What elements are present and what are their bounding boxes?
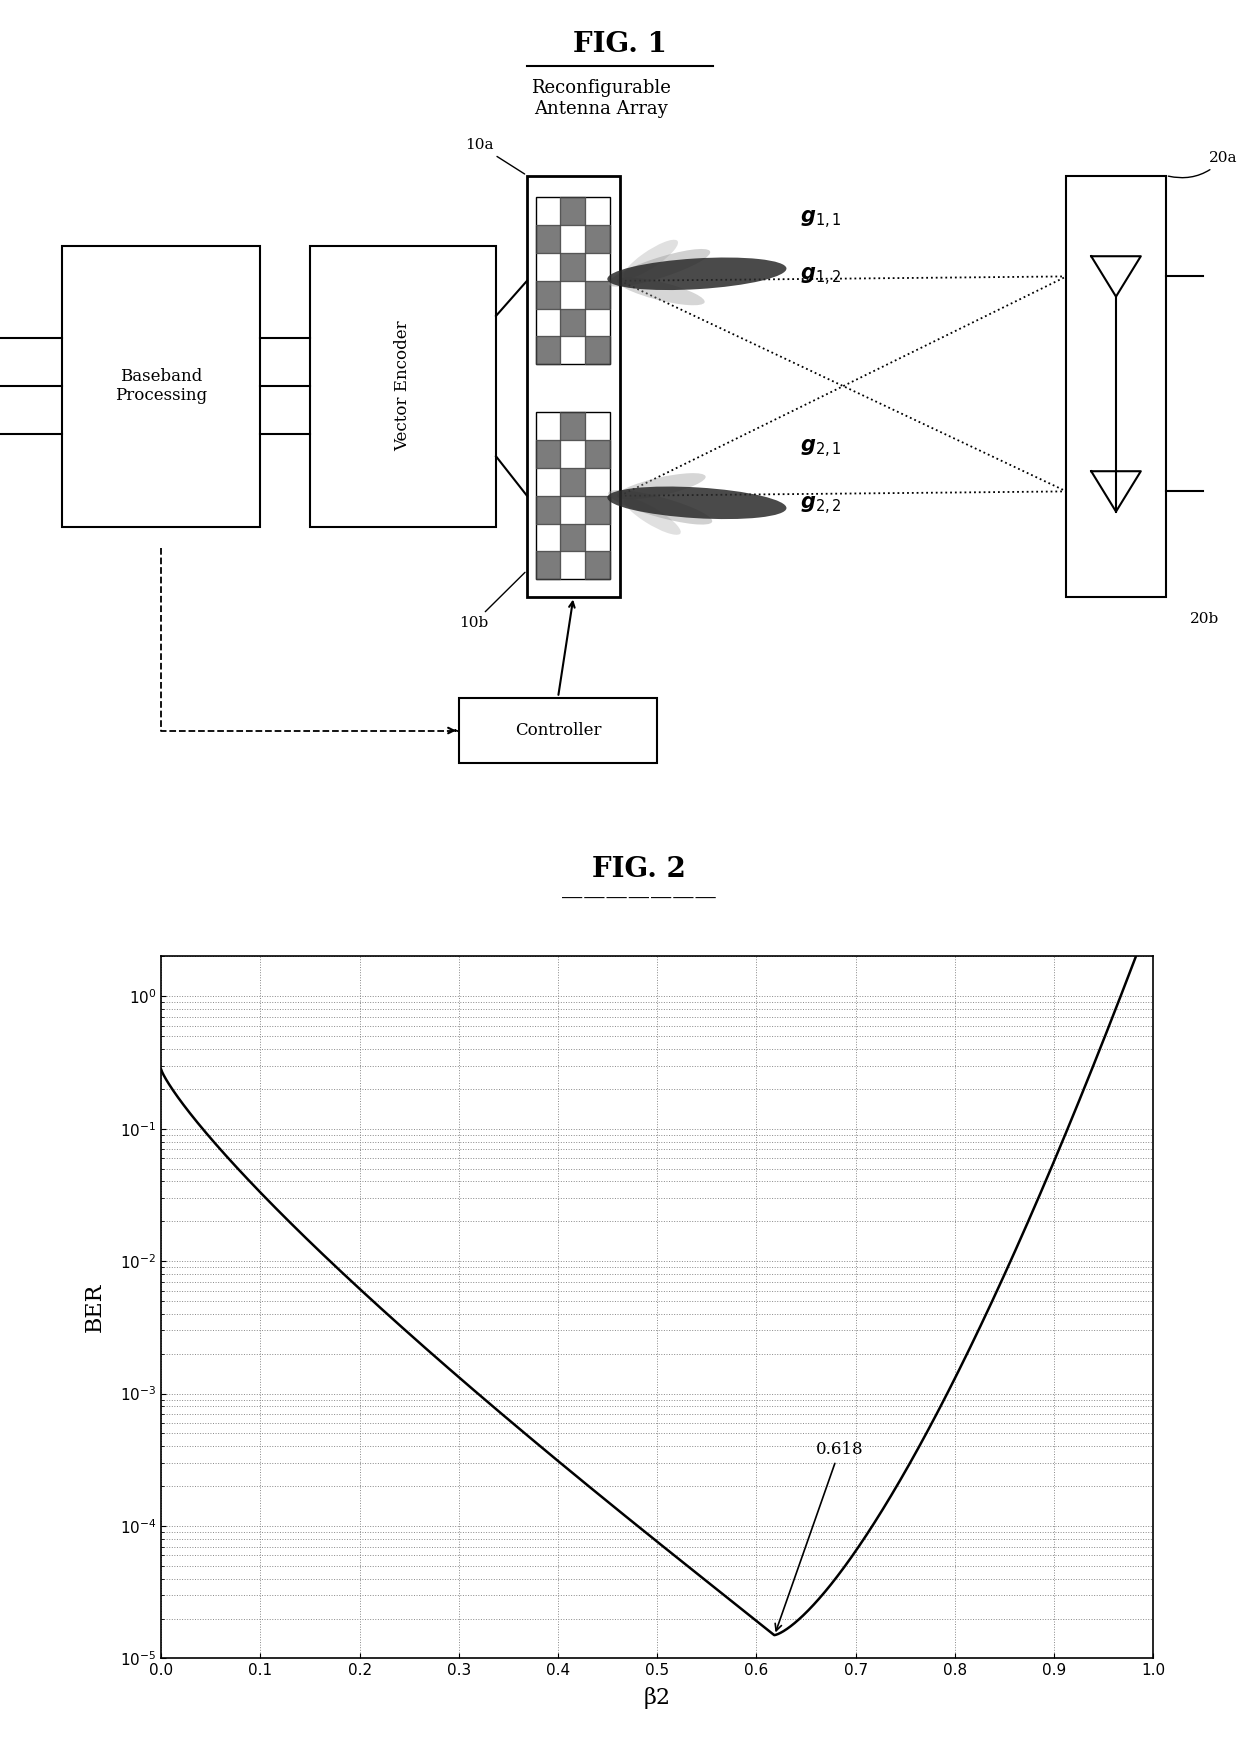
Polygon shape: [536, 441, 560, 469]
X-axis label: β2: β2: [644, 1687, 671, 1709]
Ellipse shape: [609, 249, 711, 286]
Text: $\boldsymbol{g}_{2,2}$: $\boldsymbol{g}_{2,2}$: [800, 495, 842, 516]
Polygon shape: [536, 551, 560, 579]
Ellipse shape: [608, 258, 786, 290]
Text: Controller: Controller: [515, 721, 601, 739]
Polygon shape: [585, 337, 610, 365]
Text: ———————: ———————: [560, 888, 717, 911]
Polygon shape: [560, 523, 585, 551]
Polygon shape: [536, 337, 560, 365]
Polygon shape: [536, 281, 560, 309]
FancyBboxPatch shape: [1066, 176, 1166, 597]
Ellipse shape: [624, 240, 678, 279]
Polygon shape: [585, 281, 610, 309]
FancyBboxPatch shape: [536, 198, 610, 365]
Y-axis label: BER: BER: [84, 1283, 105, 1332]
Polygon shape: [560, 253, 585, 281]
Polygon shape: [536, 495, 560, 523]
FancyBboxPatch shape: [62, 246, 260, 526]
Polygon shape: [560, 412, 585, 441]
FancyBboxPatch shape: [310, 246, 496, 526]
Polygon shape: [585, 495, 610, 523]
Ellipse shape: [616, 474, 706, 500]
FancyBboxPatch shape: [536, 412, 610, 579]
FancyBboxPatch shape: [459, 697, 657, 763]
Text: FIG. 1: FIG. 1: [573, 32, 667, 58]
Text: Baseband
Processing: Baseband Processing: [115, 369, 207, 404]
Text: Vector Encoder: Vector Encoder: [394, 321, 412, 451]
Text: 10b: 10b: [459, 572, 525, 630]
Text: Reconfigurable
Antenna Array: Reconfigurable Antenna Array: [532, 79, 671, 118]
Text: 10a: 10a: [465, 139, 525, 174]
Text: $\boldsymbol{g}_{2,1}$: $\boldsymbol{g}_{2,1}$: [800, 437, 842, 460]
Text: $\boldsymbol{g}_{1,2}$: $\boldsymbol{g}_{1,2}$: [800, 267, 842, 288]
Polygon shape: [585, 441, 610, 469]
Text: 20b: 20b: [1190, 612, 1220, 627]
Text: $\boldsymbol{g}_{1,1}$: $\boldsymbol{g}_{1,1}$: [800, 209, 842, 232]
Text: 20a: 20a: [1168, 151, 1238, 177]
Ellipse shape: [609, 490, 712, 525]
Ellipse shape: [616, 277, 704, 305]
Polygon shape: [585, 225, 610, 253]
Ellipse shape: [608, 486, 786, 519]
Text: 0.618: 0.618: [775, 1441, 863, 1630]
Text: FIG. 2: FIG. 2: [591, 856, 686, 883]
Polygon shape: [536, 225, 560, 253]
Polygon shape: [560, 469, 585, 495]
Polygon shape: [560, 309, 585, 337]
Polygon shape: [585, 551, 610, 579]
Ellipse shape: [624, 498, 681, 535]
Polygon shape: [560, 198, 585, 225]
